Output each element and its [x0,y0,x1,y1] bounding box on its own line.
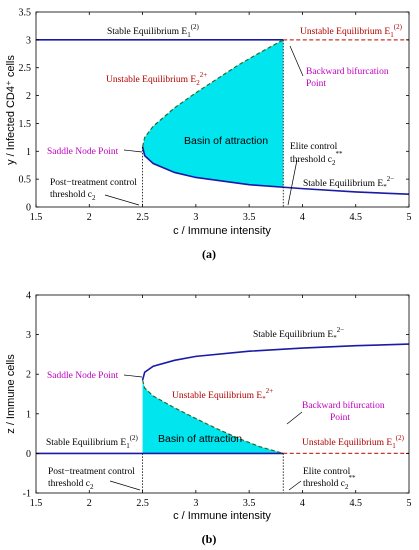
panel-b-backward-label-1: Backward bifurcation [302,400,385,411]
panel-a-post-label-1: Post−treatment control [50,178,137,188]
panel-b-series-line-3 [141,379,284,454]
panel-b-x-tick-label-2: 2.5 [136,498,149,509]
panel-b-unstable-e1-label: Unstable Equilibrium E1(2) [302,434,405,450]
panel-a-y-tick-label-1: 0.5 [19,175,32,186]
panel-b-arrows [109,374,303,491]
panel-a-unstable-e1-label: Unstable Equilibrium E1(2) [300,23,403,39]
panel-b-x-tick-label-4: 3.5 [243,498,256,509]
panel-b-x-tick-label-1: 2 [87,498,92,509]
panel-b-y-tick-label-3: 2 [26,370,31,381]
panel-a-label: (a) [202,247,216,261]
panel-b-post-label-2: threshold c2 [48,479,94,491]
panel-b-saddle-label: Saddle Node Point [47,371,119,381]
panel-b-y-tick-label-5: 4 [26,291,31,302]
panel-b-y-tick-label-1: 0 [26,449,31,460]
panel-a-x-tick-label-1: 2 [87,212,92,223]
panel-a-x-tick-label-4: 3.5 [243,212,256,223]
panel-b-x-tick-label-6: 4.5 [349,498,362,509]
panel-a-axes-frame [35,11,410,208]
panel-a-unstable-e2-label: Unstable Equilibrium E22+ [106,71,207,87]
panel-a-backward-label-2: Point [306,79,326,89]
panel-b-x-tick-label-3: 3 [193,498,198,509]
panel-a-basin-label: Basin of attraction [184,135,268,147]
panel-b-stable-e2-label: Stable Equilibrium E*2− [253,326,344,342]
panel-a-y-tick-label-7: 3.5 [19,8,32,19]
panel-a-saddle-label: Saddle Node Point [47,147,119,157]
panel-a-basin-fill [142,39,284,188]
panel-b-y-tick-label-2: 1 [26,409,31,420]
panel-a-y-tick-label-2: 1 [26,147,31,158]
panel-a-post-label-2: threshold c2 [50,190,96,202]
panel-a-elite-label-2: threshold c2** [290,150,343,167]
panel-b-x-tick-label-5: 4 [300,498,305,509]
panel-b-basin-fill [142,380,284,454]
panel-b-axes-frame [35,294,410,494]
panel-b-y-axis-label: z / Immune cells [5,354,17,434]
panel-a-backward-label-1: Backward bifurcation [306,66,389,77]
panel-a-y-tick-label-5: 2.5 [19,63,32,74]
panel-a-y-tick-label-6: 3 [26,35,31,46]
panel-b-x-tick-label-7: 5 [407,498,412,509]
panel-b-x-axis-label: c / Immune intensity [173,510,271,522]
panel-b-x-tick-label-0: 1.5 [30,498,43,509]
panel-b-elite-label-1: Elite control [303,467,351,477]
panel-a-x-tick-label-0: 1.5 [30,212,43,223]
panel-b-plot-area [36,295,409,493]
panel-a-x-tick-label-6: 4.5 [349,212,362,223]
panel-b-y-tick-label-4: 3 [26,330,31,341]
panel-a-arrows [104,45,304,206]
panel-b-backward-label-2: Point [330,413,350,423]
panel-a-x-tick-label-7: 5 [407,212,412,223]
panel-b-label: (b) [202,532,217,546]
panel-a-series-line-3 [141,39,284,147]
panel-a-y-tick-label-0: 0 [26,203,31,214]
panel-a-stable-e1-label: Stable Equilibrium E1(2) [107,23,200,39]
panel-a-stable-e2-label: Stable Equilibrium E*2− [303,175,394,191]
panel-a-x-tick-label-3: 3 [193,212,198,223]
panel-b-stable-e1-label: Stable Equilibrium E1(2) [46,434,139,450]
panel-b: 1.5 2 2.5 3 3.5 4 4.5 5 -1 0 1 2 3 4 Basin of attract… [5,291,412,547]
panel-b-unstable-e2-label: Unstable Equilibrium E*2+ [172,387,273,403]
panel-b-series-line-2 [141,343,410,381]
panel-b-post-label-1: Post−treatment control [48,467,135,477]
panel-b-elite-label-2: threshold c2** [303,474,356,491]
panel-a: 1.5 2 2.5 3 3.5 4 4.5 5 0 0.5 1 1.5 2 2.5 3 3.5 Basin o… [5,8,412,262]
panel-a-elite-label-1: Elite control [290,142,338,152]
panel-a-x-tick-label-2: 2.5 [136,212,149,223]
panel-b-basin-label: Basin of attraction [158,433,242,445]
panel-a-y-tick-label-4: 2 [26,91,31,102]
panel-a-x-axis-label: c / Immune intensity [173,225,271,237]
panel-a-x-tick-label-5: 4 [300,212,305,223]
panel-a-series-line-2 [141,146,410,195]
panel-a-y-tick-label-3: 1.5 [19,119,32,130]
panel-b-y-tick-label-0: -1 [23,489,31,500]
panel-a-y-axis-label: y / Infected CD4⁺ cells [5,55,17,165]
